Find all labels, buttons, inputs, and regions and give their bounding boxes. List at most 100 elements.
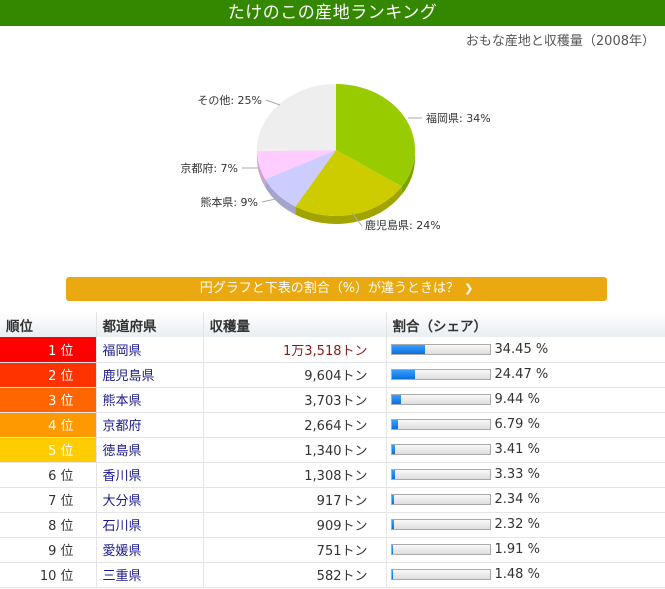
share-bar: [390, 369, 491, 380]
pie-slice-side: [265, 179, 296, 215]
share-cell: 1.48 %: [386, 562, 665, 588]
amount-cell: 909トン: [203, 512, 387, 538]
share-bar: [390, 394, 491, 405]
rank-cell: 1 位: [0, 337, 97, 363]
table-row: 5 位徳島県 1,340トン 3.41 %: [0, 437, 665, 463]
prefecture-link[interactable]: 大分県: [96, 487, 204, 513]
share-bar: [390, 419, 491, 430]
amount-cell: 1,340トン: [203, 437, 387, 463]
pie-slice: [336, 84, 416, 187]
prefecture-link[interactable]: 鹿児島県: [96, 362, 204, 388]
table-row: 7 位大分県 917トン 2.34 %: [0, 487, 665, 513]
pie-label-connector: [351, 212, 363, 227]
rank-cell: 3 位: [0, 387, 97, 413]
pie-slice: [257, 84, 336, 152]
amount-cell: 1万3,518トン: [203, 337, 387, 363]
share-bar-fill: [391, 344, 426, 354]
pie-slice: [265, 150, 336, 207]
share-cell: 2.32 %: [386, 512, 665, 538]
share-cell: 2.34 %: [386, 487, 665, 513]
share-percent: 24.47 %: [494, 367, 549, 382]
pie-label-connector: [261, 197, 281, 203]
chart-subtitle: おもな産地と収穫量（2008年）: [465, 34, 655, 49]
rank-cell: 7 位: [0, 487, 97, 513]
prefecture-link[interactable]: 石川県: [96, 512, 204, 538]
share-bar-fill: [391, 520, 394, 529]
share-bar-fill: [391, 395, 401, 404]
header-prefecture: 都道府県: [96, 312, 204, 337]
share-bar-fill: [391, 570, 393, 579]
header-rank: 順位: [0, 312, 97, 337]
share-percent: 3.33 %: [494, 467, 540, 482]
pie-slice-side: [401, 150, 415, 195]
share-percent: 1.91 %: [494, 542, 540, 557]
share-percent: 34.45 %: [494, 341, 549, 357]
share-cell: 34.45 %: [386, 337, 665, 363]
rank-cell: 6 位: [0, 462, 97, 488]
share-bar-fill: [391, 445, 395, 454]
share-bar-fill: [391, 495, 394, 504]
share-bar: [390, 469, 491, 480]
prefecture-link[interactable]: 三重県: [96, 562, 204, 588]
amount-cell: 2,664トン: [203, 412, 387, 438]
share-percent: 6.79 %: [494, 417, 540, 432]
rank-cell: 9 位: [0, 537, 97, 563]
table-header-row: 順位 都道府県 収穫量 割合（シェア）: [0, 312, 665, 337]
pie-label: 福岡県: 34%: [426, 111, 491, 125]
prefecture-link[interactable]: 福岡県: [96, 337, 204, 363]
pie-slice-side: [295, 186, 402, 224]
rank-cell: 2 位: [0, 362, 97, 388]
pie-label: 京都府: 7%: [180, 161, 238, 175]
info-button-label: 円グラフと下表の割合（%）が違うときは？: [199, 281, 460, 296]
share-cell: 9.44 %: [386, 387, 665, 413]
share-bar: [390, 494, 491, 505]
share-bar: [390, 519, 491, 530]
amount-cell: 3,703トン: [203, 387, 387, 413]
share-bar: [390, 569, 491, 580]
page-title: たけのこの産地ランキング: [0, 0, 665, 26]
pie-label: 熊本県: 9%: [200, 195, 258, 209]
prefecture-link[interactable]: 熊本県: [96, 387, 204, 413]
rank-cell: 5 位: [0, 437, 97, 463]
table-row: 4 位京都府 2,664トン 6.79 %: [0, 412, 665, 438]
pie-slice: [257, 150, 336, 180]
amount-cell: 1,308トン: [203, 462, 387, 488]
share-cell: 3.41 %: [386, 437, 665, 463]
table-row: 10 位三重県 582トン 1.48 %: [0, 562, 665, 588]
table-row: 9 位愛媛県 751トン 1.91 %: [0, 537, 665, 563]
share-difference-info-button[interactable]: 円グラフと下表の割合（%）が違うときは？ ❯: [66, 277, 607, 301]
ranking-table: 順位 都道府県 収穫量 割合（シェア） 1 位福岡県 1万3,518トン 34.45…: [0, 312, 665, 588]
share-bar-fill: [391, 370, 416, 379]
share-percent: 1.48 %: [494, 567, 540, 582]
prefecture-link[interactable]: 京都府: [96, 412, 204, 438]
share-cell: 1.91 %: [386, 537, 665, 563]
prefecture-link[interactable]: 徳島県: [96, 437, 204, 463]
share-bar-fill: [391, 545, 394, 554]
amount-cell: 9,604トン: [203, 362, 387, 388]
table-row: 6 位香川県 1,308トン 3.33 %: [0, 462, 665, 488]
share-cell: 24.47 %: [386, 362, 665, 388]
table-row: 8 位石川県 909トン 2.32 %: [0, 512, 665, 538]
rank-cell: 10 位: [0, 562, 97, 588]
share-bar: [390, 343, 491, 355]
header-share: 割合（シェア）: [386, 312, 665, 337]
header-amount: 収穫量: [203, 312, 387, 337]
amount-cell: 917トン: [203, 487, 387, 513]
share-percent: 2.32 %: [494, 517, 540, 532]
share-bar-fill: [391, 470, 395, 479]
pie-slice-side: [257, 151, 266, 188]
pie-slice: [295, 150, 402, 216]
rank-cell: 4 位: [0, 412, 97, 438]
share-bar: [390, 544, 491, 555]
share-percent: 3.41 %: [494, 442, 540, 457]
share-bar: [390, 444, 491, 455]
pie-label: その他: 25%: [197, 94, 262, 107]
prefecture-link[interactable]: 愛媛県: [96, 537, 204, 563]
share-percent: 2.34 %: [494, 492, 540, 507]
table-row: 2 位鹿児島県 9,604トン 24.47 %: [0, 362, 665, 388]
share-cell: 6.79 %: [386, 412, 665, 438]
rank-cell: 8 位: [0, 512, 97, 538]
share-cell: 3.33 %: [386, 462, 665, 488]
amount-cell: 582トン: [203, 562, 387, 588]
prefecture-link[interactable]: 香川県: [96, 462, 204, 488]
